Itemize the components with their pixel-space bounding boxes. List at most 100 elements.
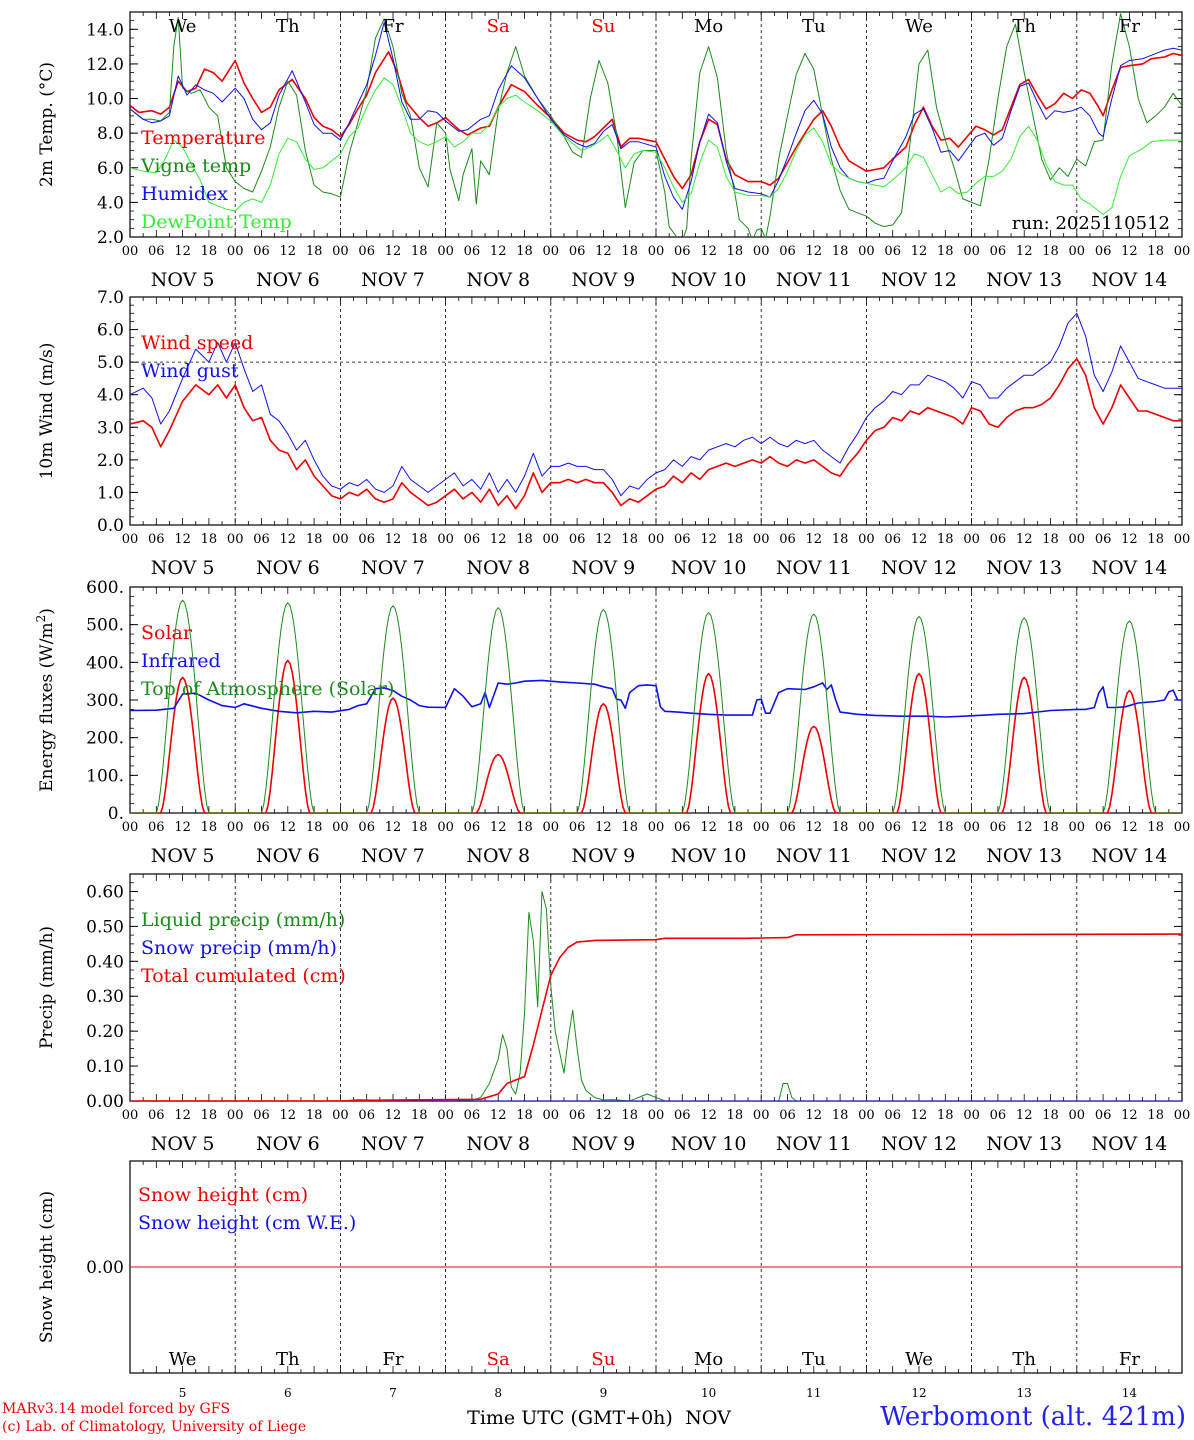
date-label: NOV 6 (256, 557, 320, 579)
model-credit-line1: MARv3.14 model forced by GFS (2, 1401, 231, 1417)
panel-wind: 0.0 1.0 2.0 3.0 4.0 5.0 6.0 7.0 10m Wind (m/s) Wi… (37, 288, 1190, 579)
hour-tick-label: 18 (727, 532, 744, 547)
y-tick-label: 2.0 (97, 451, 124, 471)
hour-tick-label: 12 (806, 1108, 823, 1123)
hour-tick-label: 00 (1174, 532, 1191, 547)
day-name-label: We (169, 1349, 197, 1370)
hour-tick-label: 06 (779, 532, 796, 547)
model-credit: MARv3.14 model forced by GFS (c) Lab. of… (2, 1400, 306, 1436)
y-tick-label: 300. (86, 691, 124, 711)
panel-plot-area (130, 599, 1182, 813)
hour-tick-label: 12 (1121, 1108, 1138, 1123)
hour-tick-label: 18 (201, 820, 218, 835)
y-axis-title: Precip (mm/h) (37, 926, 57, 1049)
hour-tick-label: 00 (753, 1108, 770, 1123)
date-label: NOV 14 (1091, 845, 1167, 867)
hour-tick-label: 18 (937, 244, 954, 259)
hour-tick-label: 06 (464, 820, 481, 835)
series-line-total-cumulated-cm (130, 933, 1182, 1101)
date-label: NOV 9 (572, 557, 636, 579)
date-label: NOV 12 (881, 1133, 957, 1155)
y-tick-label: 3.0 (97, 418, 124, 438)
hour-tick-label: 00 (648, 820, 665, 835)
date-label: NOV 7 (361, 1133, 425, 1155)
series-line-liquid-precip-mm-h (130, 891, 1182, 1101)
hour-tick-label: 06 (253, 1108, 270, 1123)
hour-tick-label: 06 (884, 244, 901, 259)
hour-tick-label: 00 (227, 532, 244, 547)
hour-tick-label: 12 (700, 532, 717, 547)
y-tick-label: 1.0 (97, 483, 124, 503)
date-label: NOV 13 (986, 845, 1062, 867)
date-label: NOV 12 (881, 269, 957, 291)
y-axis-title: Energy fluxes (W/m2) (34, 608, 57, 792)
y-tick-label: 8.0 (97, 124, 124, 144)
hour-tick-label: 00 (437, 1108, 454, 1123)
hour-tick-label: 18 (621, 1108, 638, 1123)
run-label: run: 2025110512 (1012, 213, 1170, 234)
hour-tick-label: 00 (1174, 820, 1191, 835)
hour-tick-label: 00 (963, 1108, 980, 1123)
hour-tick-label: 00 (963, 532, 980, 547)
legend-entry: Top of Atmosphere (Solar) (141, 678, 394, 700)
hour-tick-label: 18 (727, 820, 744, 835)
hour-tick-label: 12 (911, 244, 928, 259)
hour-tick-label: 18 (1042, 244, 1059, 259)
hour-tick-label: 06 (569, 1108, 586, 1123)
hour-tick-label: 06 (464, 244, 481, 259)
series-line-humidex (130, 21, 1182, 210)
day-name-label: Mo (694, 16, 723, 37)
y-tick-label: 200. (86, 729, 124, 749)
hour-tick-label: 00 (122, 532, 139, 547)
hour-tick-label: 12 (1016, 820, 1033, 835)
hour-tick-label: 18 (201, 532, 218, 547)
date-label: NOV 13 (986, 1133, 1062, 1155)
hour-tick-label: 06 (148, 532, 165, 547)
legend-entry: Snow height (cm) (138, 1184, 308, 1206)
hour-tick-label: 00 (963, 244, 980, 259)
hour-tick-label: 06 (779, 244, 796, 259)
hour-tick-label: 00 (648, 1108, 665, 1123)
date-label: NOV 14 (1091, 269, 1167, 291)
hour-tick-label: 00 (753, 244, 770, 259)
hour-tick-label: 18 (306, 1108, 323, 1123)
day-name-label: Su (591, 16, 615, 37)
hour-tick-label: 06 (674, 820, 691, 835)
panel-snow: 0.00 Snow height (cm) Snow height (cm) Snow… (37, 1160, 1183, 1429)
day-name-label: Fr (382, 1349, 403, 1370)
date-label: NOV 11 (776, 269, 852, 291)
hour-tick-label: 12 (490, 820, 507, 835)
hour-tick-label: 06 (674, 532, 691, 547)
y-tick-label: 5.0 (97, 353, 124, 373)
y-tick-label: 0.0 (97, 516, 124, 536)
hour-tick-label: 00 (122, 820, 139, 835)
hour-tick-label: 18 (516, 532, 533, 547)
hour-tick-label: 12 (911, 1108, 928, 1123)
hour-tick-label: 18 (727, 1108, 744, 1123)
hour-tick-label: 06 (884, 820, 901, 835)
hour-tick-label: 12 (385, 244, 402, 259)
day-name-label: Th (276, 1349, 300, 1370)
hour-tick-label: 18 (621, 532, 638, 547)
date-label: NOV 5 (151, 1133, 215, 1155)
hour-tick-label: 12 (700, 820, 717, 835)
panel-plot-area (130, 13, 1182, 237)
hour-tick-label: 00 (437, 532, 454, 547)
legend-entry: Liquid precip (mm/h) (141, 909, 345, 931)
y-tick-label: 600. (86, 578, 124, 598)
date-label: NOV 7 (361, 557, 425, 579)
hour-tick-label: 00 (648, 244, 665, 259)
hour-tick-label: 06 (990, 244, 1007, 259)
hour-tick-label: 18 (937, 820, 954, 835)
station-name: Werbomont (alt. 421m) (880, 1402, 1186, 1432)
hour-tick-label: 18 (516, 244, 533, 259)
date-label: NOV 14 (1091, 557, 1167, 579)
day-name-label: Tu (802, 16, 826, 37)
y-tick-label: 0.20 (86, 1022, 124, 1042)
hour-tick-label: 12 (700, 1108, 717, 1123)
day-name-label: Tu (802, 1349, 826, 1370)
hour-tick-label: 06 (358, 532, 375, 547)
hour-tick-label: 06 (464, 532, 481, 547)
date-label: NOV 11 (776, 1133, 852, 1155)
date-label: NOV 11 (776, 845, 852, 867)
